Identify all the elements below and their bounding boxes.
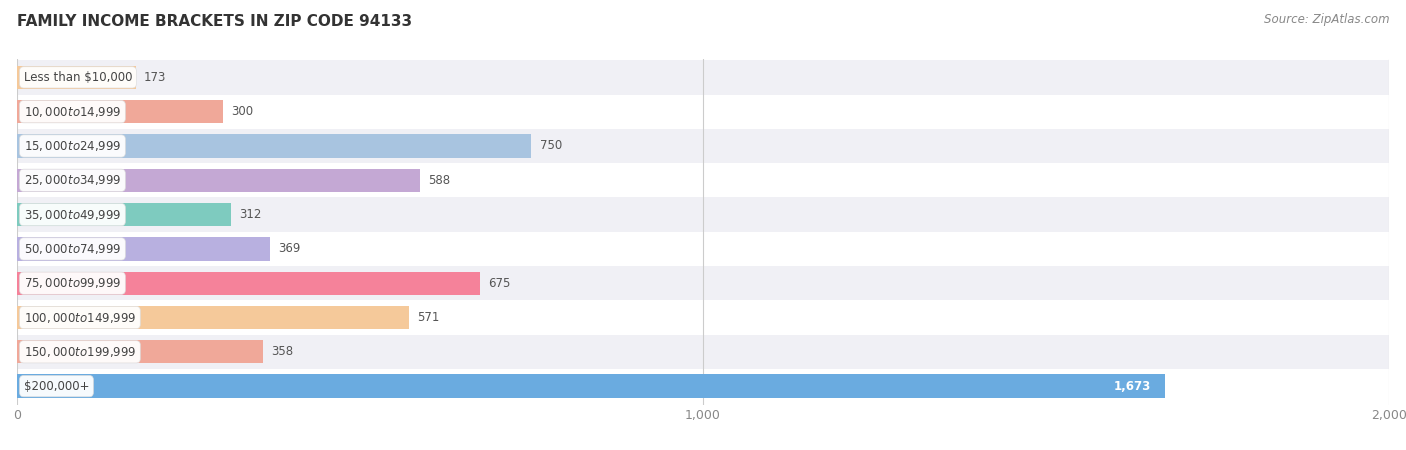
Bar	[17, 203, 231, 226]
Text: 369: 369	[278, 243, 301, 256]
Text: $150,000 to $199,999: $150,000 to $199,999	[24, 345, 136, 359]
Text: 1,673: 1,673	[1114, 380, 1152, 393]
Bar	[17, 340, 263, 364]
Text: 750: 750	[540, 140, 562, 153]
Bar	[17, 100, 222, 123]
Bar	[17, 169, 420, 192]
Text: $100,000 to $149,999: $100,000 to $149,999	[24, 310, 136, 324]
FancyBboxPatch shape	[17, 94, 1389, 129]
Bar	[17, 237, 270, 261]
FancyBboxPatch shape	[17, 198, 1389, 232]
Text: Less than $10,000: Less than $10,000	[24, 71, 132, 84]
FancyBboxPatch shape	[17, 266, 1389, 300]
FancyBboxPatch shape	[17, 369, 1389, 403]
Text: $200,000+: $200,000+	[24, 380, 89, 393]
FancyBboxPatch shape	[17, 300, 1389, 335]
Text: FAMILY INCOME BRACKETS IN ZIP CODE 94133: FAMILY INCOME BRACKETS IN ZIP CODE 94133	[17, 14, 412, 28]
Bar	[17, 134, 531, 158]
Bar	[17, 306, 409, 329]
FancyBboxPatch shape	[17, 129, 1389, 163]
Text: $35,000 to $49,999: $35,000 to $49,999	[24, 207, 121, 221]
Text: 675: 675	[488, 277, 510, 290]
FancyBboxPatch shape	[17, 335, 1389, 369]
Text: 173: 173	[143, 71, 166, 84]
Text: $15,000 to $24,999: $15,000 to $24,999	[24, 139, 121, 153]
Text: 312: 312	[239, 208, 262, 221]
Bar	[17, 271, 479, 295]
FancyBboxPatch shape	[17, 163, 1389, 198]
Text: 571: 571	[418, 311, 439, 324]
FancyBboxPatch shape	[17, 232, 1389, 266]
FancyBboxPatch shape	[17, 60, 1389, 94]
Text: $25,000 to $34,999: $25,000 to $34,999	[24, 173, 121, 187]
Text: $10,000 to $14,999: $10,000 to $14,999	[24, 105, 121, 119]
Text: Source: ZipAtlas.com: Source: ZipAtlas.com	[1264, 14, 1389, 27]
Text: $75,000 to $99,999: $75,000 to $99,999	[24, 276, 121, 290]
Bar	[17, 66, 135, 89]
Text: 300: 300	[231, 105, 253, 118]
Text: 588: 588	[429, 174, 451, 187]
Bar	[17, 374, 1164, 398]
Text: $50,000 to $74,999: $50,000 to $74,999	[24, 242, 121, 256]
Text: 358: 358	[271, 345, 292, 358]
